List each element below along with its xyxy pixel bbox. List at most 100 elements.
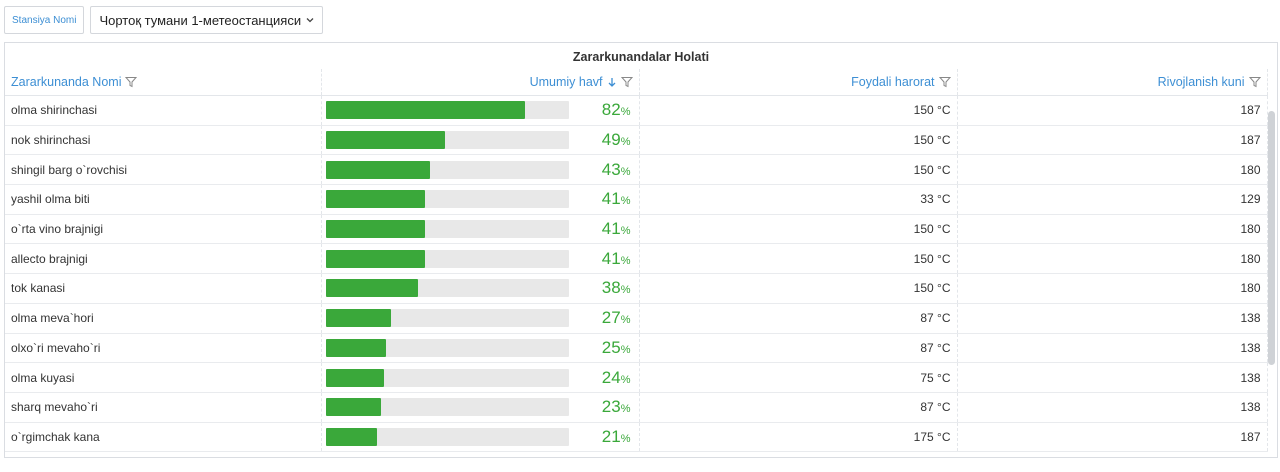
temp-cell: 150 °C	[639, 154, 958, 186]
chevron-down-icon	[306, 16, 314, 24]
temp-value: 150 °C	[913, 251, 951, 266]
table-row[interactable]: allecto brajnigi 41% 150 °C 180	[5, 243, 1268, 275]
table-row[interactable]: sharq mevaho`ri 23% 87 °C 138	[5, 392, 1268, 423]
risk-percent: 25%	[601, 337, 631, 357]
risk-cell: 23%	[321, 392, 640, 423]
risk-percent: 41%	[601, 248, 631, 268]
temp-cell: 75 °C	[639, 362, 958, 393]
temp-value: 150 °C	[913, 222, 951, 237]
column-header-name[interactable]: Zararkunanda Nomi	[5, 69, 322, 96]
table-row[interactable]: o`rgimchak kana 21% 175 °C 187	[5, 422, 1268, 453]
table-row[interactable]: shingil barg o`rovchisi 43% 150 °C 180	[5, 154, 1268, 186]
pest-name: nok shirinchasi	[11, 133, 91, 148]
days-value: 180	[1240, 222, 1261, 237]
days-cell: 138	[957, 303, 1268, 334]
pest-name-cell: shingil barg o`rovchisi	[5, 154, 322, 186]
temp-cell: 150 °C	[639, 243, 958, 275]
pest-name: sharq mevaho`ri	[11, 400, 98, 415]
risk-bar-track	[325, 368, 569, 387]
risk-percent: 41%	[601, 189, 631, 209]
station-filter-label: Stansiya Nomi	[4, 6, 85, 34]
temp-value: 150 °C	[913, 103, 951, 118]
pest-name-cell: tok kanasi	[5, 273, 322, 304]
days-value: 180	[1240, 281, 1261, 296]
table-row[interactable]: olma kuyasi 24% 75 °C 138	[5, 362, 1268, 393]
temp-cell: 150 °C	[639, 214, 958, 245]
temp-cell: 150 °C	[639, 273, 958, 304]
risk-percent: 21%	[601, 426, 631, 446]
risk-bar-fill	[325, 398, 382, 417]
table-row[interactable]: olxo`ri mevaho`ri 25% 87 °C 138	[5, 333, 1268, 364]
table-row[interactable]: o`rta vino brajnigi 41% 150 °C 180	[5, 214, 1268, 245]
panel-title: Zararkunandalar Holati	[572, 50, 710, 64]
pest-table: Zararkunanda Nomi Umumiy havf	[5, 69, 1268, 453]
filter-icon[interactable]	[620, 76, 633, 88]
risk-cell: 49%	[321, 125, 640, 156]
table-row[interactable]: yashil olma biti 41% 33 °C 129	[5, 184, 1268, 215]
column-header-risk[interactable]: Umumiy havf	[321, 69, 640, 96]
risk-bar-track	[325, 309, 569, 328]
column-header-days[interactable]: Rivojlanish kuni	[957, 69, 1268, 96]
risk-bar-track	[325, 427, 569, 446]
days-cell: 129	[957, 184, 1268, 215]
days-cell: 138	[957, 333, 1268, 364]
table-row[interactable]: olma shirinchasi 82% 150 °C 187	[5, 95, 1268, 126]
pest-name-cell: yashil olma biti	[5, 184, 322, 215]
column-label-temp: Foydali harorat	[851, 75, 935, 89]
sort-descending-icon[interactable]	[607, 76, 617, 88]
risk-cell: 38%	[321, 273, 640, 304]
risk-bar-track	[325, 190, 569, 209]
days-value: 187	[1240, 133, 1261, 148]
days-cell: 180	[957, 214, 1268, 245]
risk-percent: 38%	[601, 278, 631, 298]
table-header-row: Zararkunanda Nomi Umumiy havf	[5, 69, 1268, 96]
column-header-temp[interactable]: Foydali harorat	[639, 69, 958, 96]
days-cell: 180	[957, 154, 1268, 186]
risk-bar-fill	[325, 309, 392, 328]
filter-icon[interactable]	[125, 76, 138, 88]
temp-value: 150 °C	[913, 281, 951, 296]
temp-cell: 150 °C	[639, 95, 958, 126]
station-select-dropdown[interactable]: Чортоқ тумани 1-метеостанцияси	[90, 6, 324, 34]
days-cell: 180	[957, 243, 1268, 275]
temp-value: 87 °C	[920, 311, 951, 326]
days-value: 138	[1240, 400, 1261, 415]
temp-cell: 87 °C	[639, 333, 958, 364]
pest-name-cell: olma kuyasi	[5, 362, 322, 393]
pest-name-cell: olma meva`hori	[5, 303, 322, 334]
pest-name-cell: o`rgimchak kana	[5, 422, 322, 453]
temp-value: 33 °C	[920, 192, 951, 207]
risk-bar-track	[325, 101, 569, 120]
days-cell: 138	[957, 362, 1268, 393]
days-value: 138	[1240, 370, 1261, 385]
risk-bar-track	[325, 131, 569, 150]
risk-percent: 41%	[601, 219, 631, 239]
temp-value: 87 °C	[920, 400, 951, 415]
days-value: 187	[1240, 103, 1261, 118]
temp-cell: 150 °C	[639, 125, 958, 156]
pest-name: o`rta vino brajnigi	[11, 222, 104, 237]
pest-name-cell: olma shirinchasi	[5, 95, 322, 126]
days-cell: 187	[957, 95, 1268, 126]
column-label-days: Rivojlanish kuni	[1157, 75, 1245, 89]
table-row[interactable]: tok kanasi 38% 150 °C 180	[5, 273, 1268, 304]
risk-percent: 82%	[601, 100, 631, 120]
temp-cell: 87 °C	[639, 303, 958, 334]
risk-bar-fill	[325, 160, 430, 179]
pest-name: olma shirinchasi	[11, 103, 98, 118]
risk-cell: 41%	[321, 214, 640, 245]
table-row[interactable]: nok shirinchasi 49% 150 °C 187	[5, 125, 1268, 156]
pest-name: olma meva`hori	[11, 311, 94, 326]
risk-cell: 41%	[321, 184, 640, 215]
risk-bar-track	[325, 279, 569, 298]
pest-name: allecto brajnigi	[11, 251, 88, 266]
filter-icon[interactable]	[938, 76, 951, 88]
vertical-scrollbar[interactable]	[1268, 111, 1275, 365]
table-row[interactable]: olma meva`hori 27% 87 °C 138	[5, 303, 1268, 334]
risk-percent: 23%	[601, 397, 631, 417]
temp-value: 87 °C	[920, 340, 951, 355]
filter-bar: Stansiya Nomi Чортоқ тумани 1-метеостанц…	[4, 6, 324, 34]
filter-icon[interactable]	[1248, 76, 1261, 88]
pest-name: tok kanasi	[11, 281, 66, 296]
risk-cell: 43%	[321, 154, 640, 186]
